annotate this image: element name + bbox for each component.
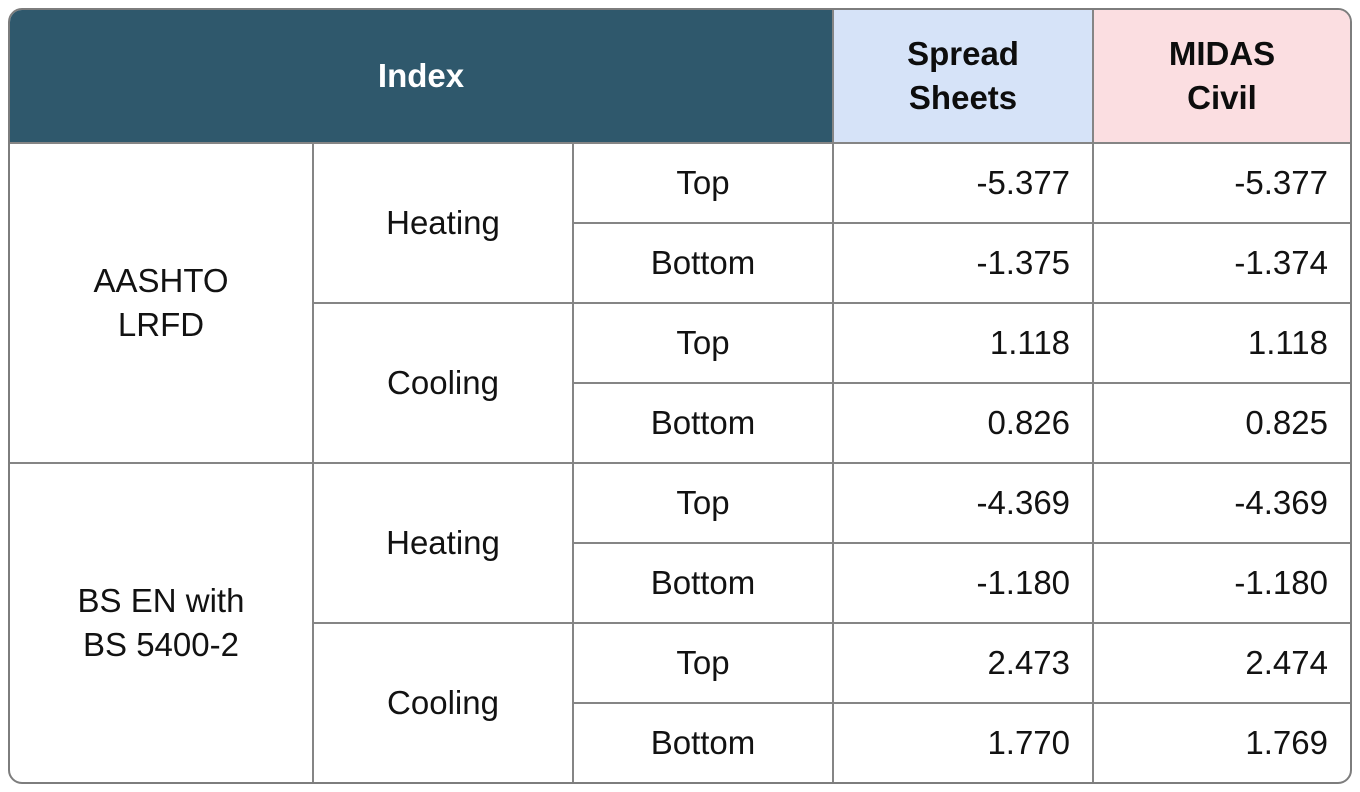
table-row: Cooling Top 1.118 1.118 [10,302,1350,464]
table-row: Cooling Top 2.473 2.474 [10,622,1350,782]
comparison-table-grid: Index Spread Sheets MIDAS Civil AASHTO L… [10,10,1350,782]
spreadsheets-value-cell: 2.473 [832,622,1095,704]
spreadsheets-value-cell: 1.770 [832,702,1095,782]
group-cell-aashto-lrfd: AASHTO LRFD [10,142,314,464]
midas-value-cell: 1.769 [1092,702,1350,782]
midas-value-cell: -1.374 [1092,222,1350,304]
position-cell: Bottom [571,542,835,624]
midas-value-cell: -1.180 [1092,542,1350,624]
midas-value-cell: -5.377 [1092,142,1350,224]
spreadsheets-column-header: Spread Sheets [832,10,1095,144]
mode-cell-heating: Heating [312,142,574,304]
mode-cell-heating: Heating [312,462,574,624]
mode-cell-cooling: Cooling [312,622,574,782]
position-cell: Top [571,622,835,704]
position-cell: Bottom [571,222,835,304]
midas-value-cell: 1.118 [1092,302,1350,384]
table-row: BS EN with BS 5400-2 Heating Top -4.369 … [10,462,1350,782]
table-row: Bottom 1.770 1.769 [10,702,1350,782]
comparison-table: Index Spread Sheets MIDAS Civil AASHTO L… [8,8,1352,784]
spreadsheets-value-cell: -4.369 [832,462,1095,544]
spreadsheets-value-cell: -1.375 [832,222,1095,304]
position-cell: Top [571,462,835,544]
group-cell-bs-en: BS EN with BS 5400-2 [10,462,314,782]
position-cell: Bottom [571,702,835,782]
mode-cell-cooling: Cooling [312,302,574,464]
table-row: Bottom -1.180 -1.180 [10,542,1350,624]
index-column-header: Index [10,10,835,144]
header-row: Index Spread Sheets MIDAS Civil [10,10,1350,144]
table-row: Bottom -1.375 -1.374 [10,222,1350,304]
spreadsheets-value-cell: -5.377 [832,142,1095,224]
position-cell: Top [571,142,835,224]
midas-civil-column-header: MIDAS Civil [1092,10,1350,144]
table-row: Bottom 0.826 0.825 [10,382,1350,464]
midas-value-cell: -4.369 [1092,462,1350,544]
position-cell: Bottom [571,382,835,464]
spreadsheets-value-cell: -1.180 [832,542,1095,624]
table-row: AASHTO LRFD Heating Top -5.377 -5.377 [10,142,1350,464]
midas-value-cell: 2.474 [1092,622,1350,704]
position-cell: Top [571,302,835,384]
spreadsheets-value-cell: 0.826 [832,382,1095,464]
midas-value-cell: 0.825 [1092,382,1350,464]
spreadsheets-value-cell: 1.118 [832,302,1095,384]
